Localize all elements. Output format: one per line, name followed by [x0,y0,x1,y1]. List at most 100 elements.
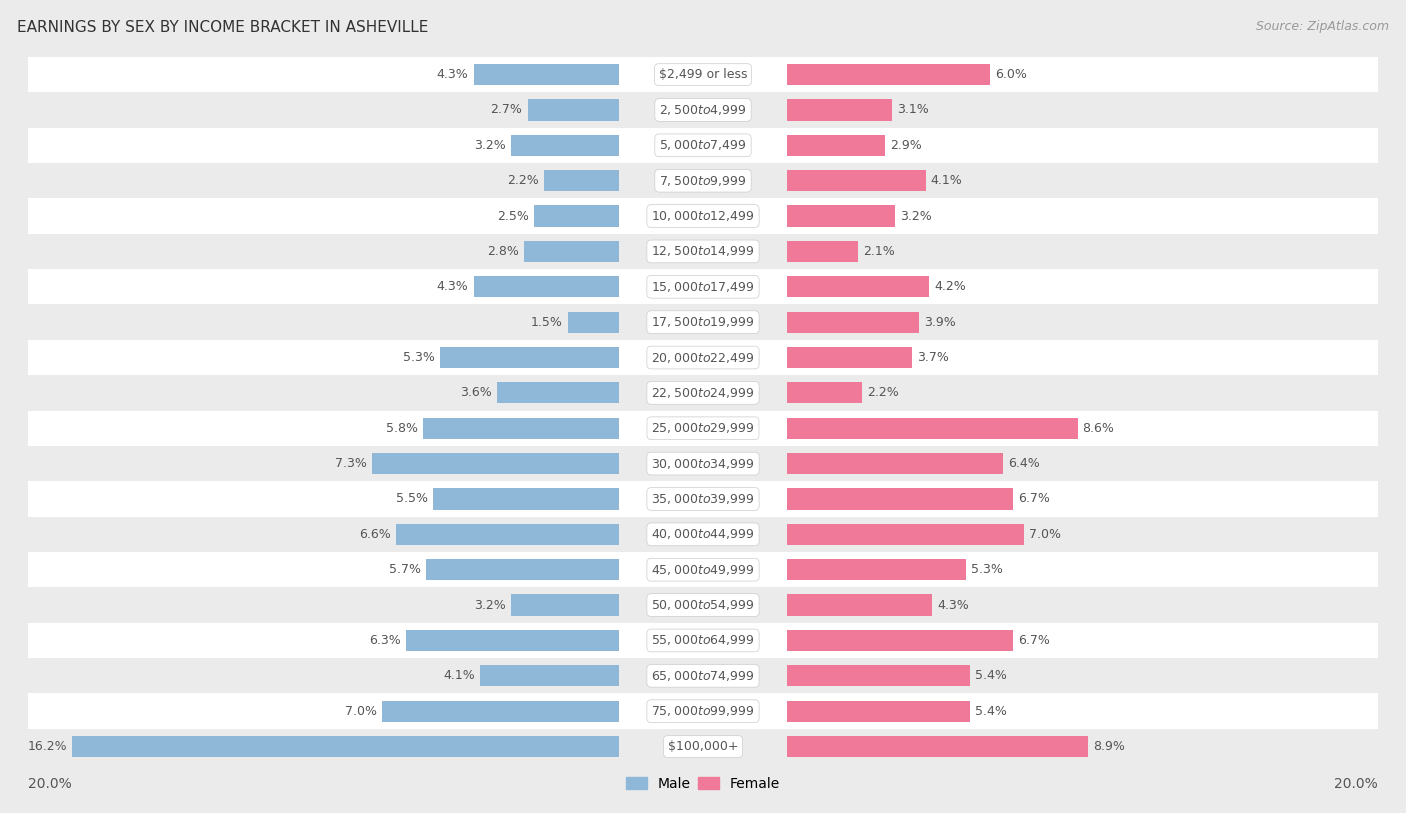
Text: $55,000 to $64,999: $55,000 to $64,999 [651,633,755,647]
Text: 7.0%: 7.0% [346,705,377,718]
Text: 6.3%: 6.3% [370,634,401,647]
Bar [787,665,970,686]
Text: $5,000 to $7,499: $5,000 to $7,499 [659,138,747,152]
Bar [28,517,1378,552]
Text: 5.4%: 5.4% [974,669,1007,682]
Bar [28,198,1378,234]
Bar [28,446,1378,481]
Text: $65,000 to $74,999: $65,000 to $74,999 [651,669,755,683]
Bar [406,630,619,651]
Bar [28,623,1378,659]
Text: 4.2%: 4.2% [934,280,966,293]
Bar [787,594,932,615]
Text: 4.1%: 4.1% [931,174,963,187]
Bar [524,241,619,262]
Text: 6.7%: 6.7% [1018,634,1050,647]
Bar [527,99,619,120]
Bar [787,311,920,333]
Text: EARNINGS BY SEX BY INCOME BRACKET IN ASHEVILLE: EARNINGS BY SEX BY INCOME BRACKET IN ASH… [17,20,429,35]
Text: $2,499 or less: $2,499 or less [659,68,747,81]
Text: 2.8%: 2.8% [488,245,519,258]
Text: 4.3%: 4.3% [938,598,969,611]
Bar [787,559,966,580]
Bar [28,57,1378,92]
Text: 2.2%: 2.2% [866,386,898,399]
Bar [787,170,925,191]
Bar [72,736,619,757]
Text: 3.9%: 3.9% [924,315,956,328]
Text: $10,000 to $12,499: $10,000 to $12,499 [651,209,755,223]
Bar [787,135,886,156]
Text: $40,000 to $44,999: $40,000 to $44,999 [651,528,755,541]
Bar [787,736,1088,757]
Text: $30,000 to $34,999: $30,000 to $34,999 [651,457,755,471]
Bar [28,340,1378,375]
Text: 2.7%: 2.7% [491,103,523,116]
Bar [787,276,929,298]
Text: 4.3%: 4.3% [437,68,468,81]
Bar [498,382,619,403]
Text: Source: ZipAtlas.com: Source: ZipAtlas.com [1256,20,1389,33]
Text: 8.9%: 8.9% [1092,740,1125,753]
Bar [787,241,858,262]
Bar [28,269,1378,304]
Text: $50,000 to $54,999: $50,000 to $54,999 [651,598,755,612]
Text: 4.3%: 4.3% [437,280,468,293]
Bar [28,163,1378,198]
Bar [440,347,619,368]
Text: $2,500 to $4,999: $2,500 to $4,999 [659,103,747,117]
Bar [787,347,912,368]
Text: 7.0%: 7.0% [1029,528,1060,541]
Text: $22,500 to $24,999: $22,500 to $24,999 [651,386,755,400]
Text: $100,000+: $100,000+ [668,740,738,753]
Text: 5.5%: 5.5% [396,493,427,506]
Text: 4.1%: 4.1% [443,669,475,682]
Bar [787,99,891,120]
Text: $35,000 to $39,999: $35,000 to $39,999 [651,492,755,506]
Text: $20,000 to $22,499: $20,000 to $22,499 [651,350,755,364]
Text: 3.2%: 3.2% [900,210,932,223]
Legend: Male, Female: Male, Female [620,771,786,796]
Bar [28,128,1378,163]
Bar [28,552,1378,587]
Text: 6.0%: 6.0% [995,68,1026,81]
Text: 5.3%: 5.3% [404,351,434,364]
Bar [787,64,990,85]
Bar [28,481,1378,517]
Bar [396,524,619,545]
Bar [787,701,970,722]
Text: 8.6%: 8.6% [1083,422,1115,435]
Text: $25,000 to $29,999: $25,000 to $29,999 [651,421,755,435]
Bar [28,304,1378,340]
Bar [426,559,619,580]
Text: $15,000 to $17,499: $15,000 to $17,499 [651,280,755,293]
Text: 20.0%: 20.0% [28,776,72,790]
Bar [544,170,619,191]
Bar [28,659,1378,693]
Text: 5.8%: 5.8% [385,422,418,435]
Bar [382,701,619,722]
Bar [787,382,862,403]
Bar [534,206,619,227]
Bar [787,489,1014,510]
Bar [474,64,619,85]
Text: 2.9%: 2.9% [890,139,922,152]
Text: 16.2%: 16.2% [27,740,67,753]
Bar [568,311,619,333]
Bar [28,376,1378,411]
Text: 6.7%: 6.7% [1018,493,1050,506]
Bar [481,665,619,686]
Text: 5.3%: 5.3% [972,563,1002,576]
Bar [787,418,1077,439]
Text: $17,500 to $19,999: $17,500 to $19,999 [651,315,755,329]
Text: 3.1%: 3.1% [897,103,929,116]
Text: $45,000 to $49,999: $45,000 to $49,999 [651,563,755,576]
Text: 1.5%: 1.5% [531,315,562,328]
Text: 20.0%: 20.0% [1334,776,1378,790]
Bar [373,453,619,474]
Bar [787,524,1024,545]
Text: $7,500 to $9,999: $7,500 to $9,999 [659,174,747,188]
Text: 3.2%: 3.2% [474,598,506,611]
Bar [510,594,619,615]
Text: 3.7%: 3.7% [917,351,949,364]
